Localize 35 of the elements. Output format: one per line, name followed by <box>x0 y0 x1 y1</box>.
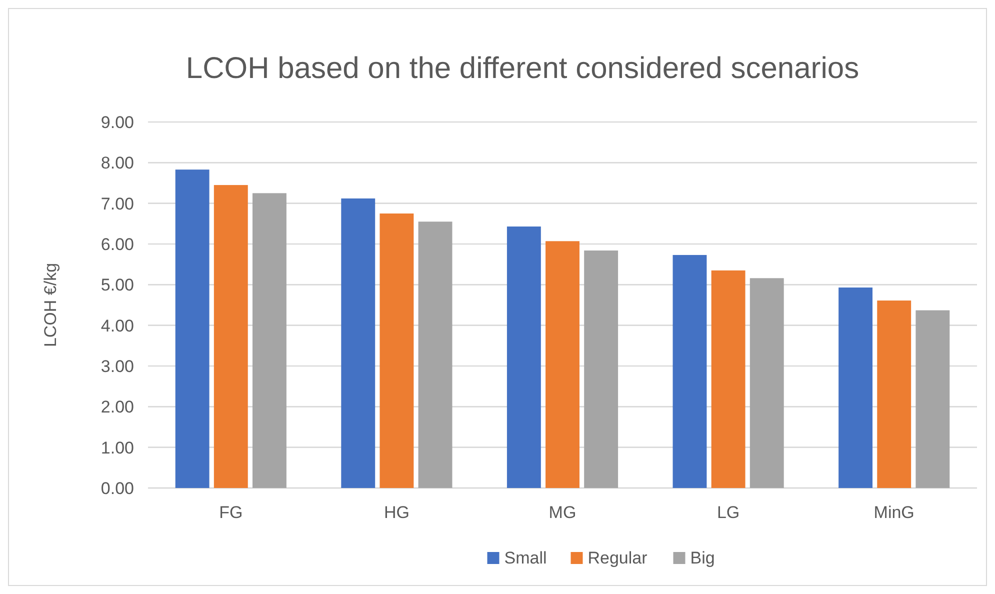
y-tick-label: 7.00 <box>100 194 134 214</box>
y-tick-label: 9.00 <box>100 112 134 132</box>
bar <box>672 254 707 488</box>
bar <box>252 193 286 488</box>
y-tick-label: 8.00 <box>100 154 134 173</box>
x-tick-label: LG <box>716 503 740 522</box>
bar <box>506 226 541 488</box>
y-tick-label: 2.00 <box>100 398 134 417</box>
x-tick-label: MinG <box>874 503 914 522</box>
bar <box>380 214 414 488</box>
bar <box>341 198 376 488</box>
y-tick-label: 1.00 <box>100 438 134 458</box>
bar <box>750 278 784 488</box>
bar <box>916 310 950 488</box>
y-tick-label: 5.00 <box>100 276 134 295</box>
legend-label: Big <box>690 548 715 568</box>
y-tick-label: 3.00 <box>100 356 134 376</box>
bar <box>877 300 912 488</box>
x-tick-label: FG <box>219 503 243 522</box>
bar <box>584 250 618 488</box>
bar <box>711 270 746 488</box>
y-tick-label: 0.00 <box>100 478 134 498</box>
legend-label: Small <box>504 548 547 568</box>
chart-title: LCOH based on the different considered scenarios <box>186 52 860 85</box>
y-axis-title: LCOH €/kg <box>41 262 60 348</box>
bar <box>214 185 248 488</box>
x-tick-label: HG <box>384 503 410 522</box>
bar <box>838 288 872 488</box>
x-tick-label: MG <box>548 503 576 522</box>
bar <box>175 170 210 488</box>
legend-label: Regular <box>588 548 648 568</box>
bar <box>418 222 452 488</box>
bar <box>546 241 580 488</box>
y-tick-label: 4.00 <box>100 316 134 336</box>
y-tick-label: 6.00 <box>100 234 134 254</box>
